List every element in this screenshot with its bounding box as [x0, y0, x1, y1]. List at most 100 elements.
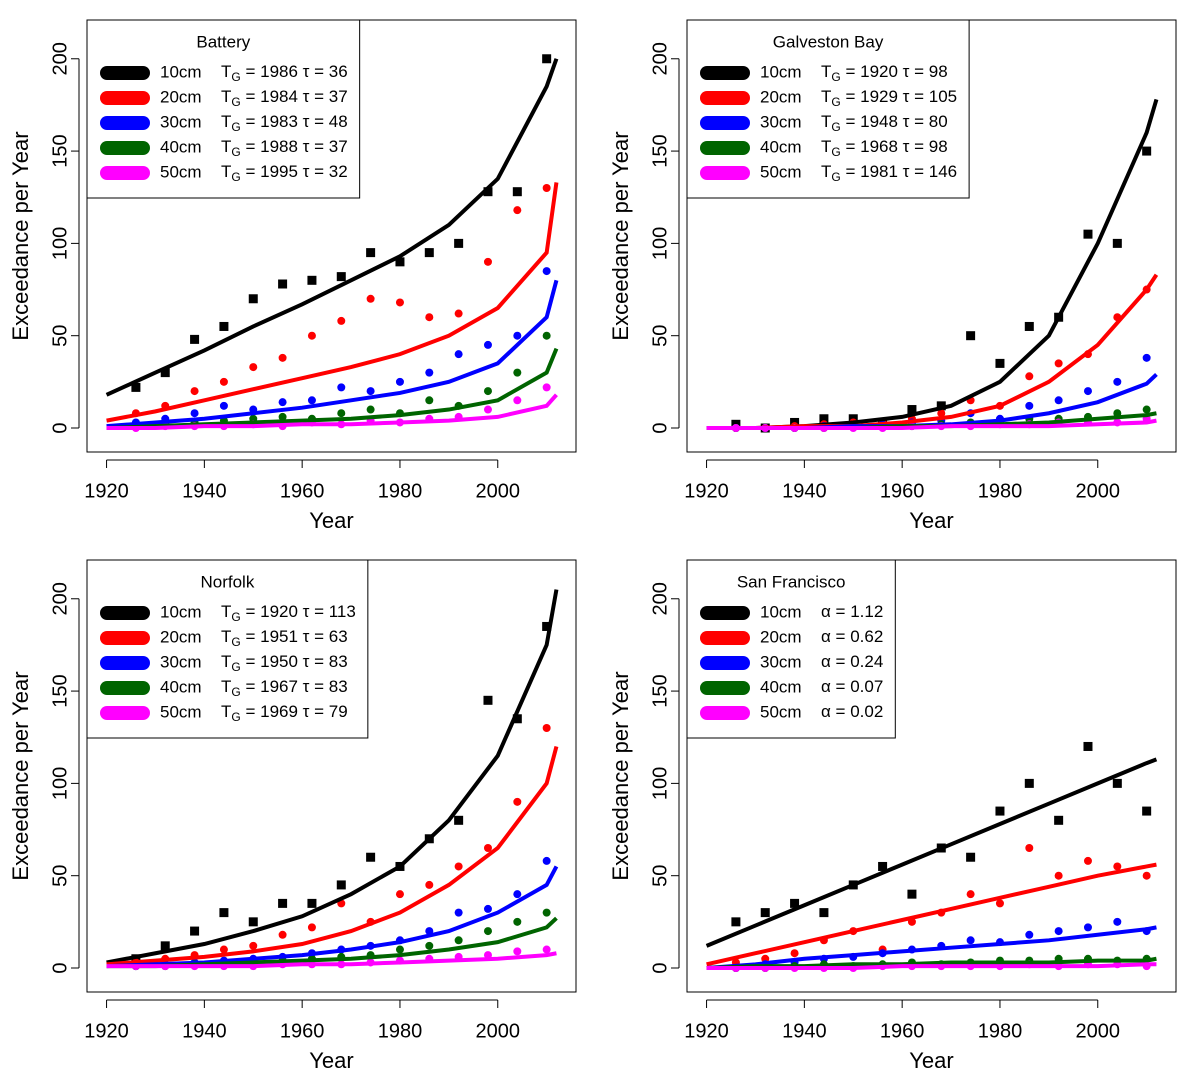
legend-label: 50cm	[760, 162, 802, 181]
legend-param-part: T	[821, 112, 831, 131]
point	[307, 923, 316, 932]
point	[1054, 927, 1063, 936]
point	[278, 930, 287, 939]
point	[278, 898, 288, 908]
point	[542, 621, 552, 631]
point	[790, 898, 800, 908]
panel: 1920 1940 1960 1980 2000 0 50 100 150 200 Year Exce…	[8, 559, 577, 1073]
legend-param-part: = 1984 τ = 37	[241, 87, 348, 106]
legend-param-part: T	[821, 87, 831, 106]
x-axis-title: Year	[309, 1048, 353, 1073]
fit-line	[106, 951, 557, 969]
point	[336, 272, 346, 282]
y-tick-label: 200	[649, 42, 671, 75]
y-axis-title: Exceedance per Year	[608, 131, 633, 340]
y-tick-label: 100	[49, 767, 71, 800]
legend-param-part: α = 1.12	[821, 602, 883, 621]
point	[907, 889, 917, 899]
point	[425, 880, 434, 889]
legend-param-part: = 1986 τ = 36	[241, 62, 348, 81]
legend-param: α = 0.07	[821, 677, 883, 696]
legend-param: TG = 1920 τ = 98	[821, 62, 948, 84]
x-tick-label: 1940	[782, 480, 827, 502]
point	[513, 331, 522, 340]
legend-param-part: T	[221, 652, 231, 671]
point	[366, 248, 376, 258]
point	[542, 856, 551, 865]
legend-label: 10cm	[760, 62, 802, 81]
legend-param-part: T	[221, 677, 231, 696]
legend-label: 20cm	[160, 87, 202, 106]
legend-param-part: = 1988 τ = 37	[241, 137, 348, 156]
legend-param-part: = 1969 τ = 79	[241, 702, 348, 721]
plot-box	[686, 559, 1177, 993]
legend-label: 50cm	[160, 162, 202, 181]
point	[249, 363, 258, 372]
point	[1054, 871, 1063, 880]
point	[483, 927, 492, 936]
point	[790, 949, 799, 958]
point	[512, 714, 522, 724]
legend-param-part: G	[831, 145, 840, 159]
panel: 1920 1940 1960 1980 2000 0 50 100 150 200 Year Exce…	[608, 559, 1177, 1073]
point	[483, 405, 492, 414]
point	[248, 917, 258, 927]
legend-param-part: T	[821, 162, 831, 181]
point	[542, 724, 551, 732]
point	[483, 695, 493, 705]
y-tick-label: 0	[649, 962, 671, 973]
point	[1054, 815, 1064, 825]
legend-param-part: = 1920 τ = 113	[241, 602, 356, 621]
point	[425, 941, 434, 950]
x-tick-label: 1920	[84, 1020, 129, 1042]
point	[307, 331, 316, 340]
legend-label: 30cm	[160, 112, 202, 131]
point	[760, 908, 770, 918]
legend-param: α = 0.62	[821, 627, 883, 646]
point	[995, 899, 1004, 908]
fit-line	[706, 962, 1157, 970]
legend-param: TG = 1950 τ = 83	[221, 652, 348, 674]
x-tick-label: 1960	[280, 480, 325, 502]
y-tick-label: 150	[649, 134, 671, 167]
legend-param-part: T	[221, 87, 231, 106]
fit-line	[106, 182, 559, 423]
point	[249, 941, 258, 950]
point	[366, 294, 375, 303]
point	[454, 908, 463, 917]
point	[542, 383, 551, 392]
legend-param-part: T	[221, 62, 231, 81]
legend-param: TG = 1995 τ = 32	[221, 162, 348, 184]
legend-label: 50cm	[160, 702, 202, 721]
point	[307, 898, 317, 908]
point	[1113, 917, 1122, 926]
point	[966, 936, 975, 945]
legend-param: TG = 1969 τ = 79	[221, 702, 348, 724]
point	[513, 890, 522, 899]
x-tick-label: 1980	[978, 1020, 1023, 1042]
point	[966, 331, 976, 341]
legend-title: Galveston Bay	[773, 32, 884, 51]
point	[336, 880, 346, 890]
point	[542, 945, 551, 954]
fit-line	[706, 925, 1157, 970]
point	[483, 257, 492, 266]
y-tick-label: 0	[49, 422, 71, 433]
fit-line	[106, 393, 558, 430]
legend-param-part: α = 0.07	[821, 677, 883, 696]
y-tick-label: 100	[649, 227, 671, 260]
legend-param: TG = 1920 τ = 113	[221, 602, 356, 624]
point	[366, 387, 375, 396]
x-tick-label: 1920	[84, 480, 129, 502]
point	[1024, 778, 1034, 788]
x-tick-label: 1960	[880, 1020, 925, 1042]
point	[1025, 372, 1034, 381]
point	[542, 54, 552, 64]
point	[513, 206, 522, 215]
x-tick-label: 2000	[1076, 480, 1121, 502]
point	[190, 334, 200, 344]
point	[425, 313, 434, 322]
point	[278, 398, 287, 407]
